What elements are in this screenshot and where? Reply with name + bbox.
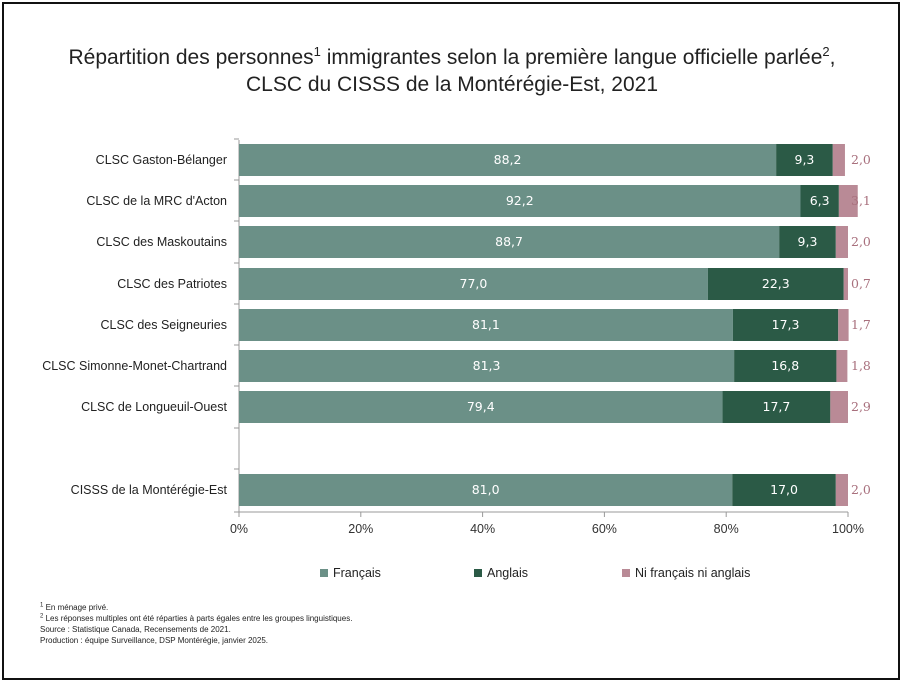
- bar-segment-francais: [239, 474, 733, 506]
- data-label: 3,1: [851, 193, 871, 208]
- bar-segment-anglais: [722, 391, 831, 423]
- category-label: CLSC Simonne-Monet-Chartrand: [42, 359, 227, 373]
- data-label: 1,7: [851, 317, 871, 332]
- data-label: 92,2: [506, 193, 534, 208]
- category-label: CLSC des Seigneuries: [101, 318, 227, 332]
- bar-segment-anglais: [734, 350, 837, 382]
- source-note: Source : Statistique Canada, Recensement…: [40, 625, 231, 634]
- legend-label-francais: Français: [333, 566, 381, 580]
- bar-segment-francais: [239, 350, 735, 382]
- bar-segment-francais: [239, 391, 723, 423]
- bar-segment-ni: [836, 350, 848, 382]
- x-tick-label: 40%: [470, 522, 495, 536]
- data-label: 2,0: [851, 152, 871, 167]
- legend-swatch-anglais: [474, 569, 482, 577]
- x-tick-label: 80%: [714, 522, 739, 536]
- data-label: 6,3: [810, 193, 830, 208]
- data-label: 1,8: [851, 358, 871, 373]
- legend-swatch-ni: [622, 569, 630, 577]
- data-label: 81,0: [472, 482, 500, 497]
- bar-segment-ni: [835, 226, 848, 258]
- data-label: 88,2: [494, 152, 522, 167]
- data-label: 2,0: [851, 234, 871, 249]
- footnote-2: 2 Les réponses multiples ont été réparti…: [40, 613, 353, 623]
- data-label: 88,7: [495, 234, 523, 249]
- x-tick-label: 20%: [348, 522, 373, 536]
- production-note: Production : équipe Surveillance, DSP Mo…: [40, 636, 268, 645]
- footnotes: 1 En ménage privé. 2 Les réponses multip…: [40, 602, 352, 646]
- bar-segment-francais: [239, 309, 733, 341]
- data-label: 9,3: [798, 234, 818, 249]
- title-line-1: Répartition des personnes1 immigrantes s…: [68, 44, 836, 69]
- data-label: 22,3: [762, 276, 790, 291]
- bar-segment-ni: [832, 144, 845, 176]
- chart-title: Répartition des personnes1 immigrantes s…: [0, 44, 904, 98]
- title-line-2: CLSC du CISSS de la Montérégie-Est, 2021: [245, 73, 659, 96]
- bar-segment-francais: [239, 185, 801, 217]
- bar-segment-anglais: [776, 144, 833, 176]
- bar-segment-anglais: [707, 268, 844, 300]
- bar-segment-ni: [838, 185, 858, 217]
- bar-segment-ni: [835, 474, 848, 506]
- category-label: CLSC des Maskoutains: [96, 235, 227, 249]
- bar-segment-francais: [239, 226, 780, 258]
- data-label: 81,3: [473, 358, 501, 373]
- bar-segment-anglais: [800, 185, 839, 217]
- legend-item-ni: Ni français ni anglais: [622, 566, 750, 580]
- data-label: 9,3: [795, 152, 815, 167]
- bar-segment-francais: [239, 268, 708, 300]
- bar-segment-anglais: [779, 226, 836, 258]
- bar-segment-anglais: [732, 474, 836, 506]
- data-label: 17,7: [763, 399, 791, 414]
- data-label: 17,0: [770, 482, 798, 497]
- category-label: CLSC des Patriotes: [117, 277, 227, 291]
- category-label: CLSC Gaston-Bélanger: [96, 153, 227, 167]
- data-label: 77,0: [460, 276, 488, 291]
- data-label: 79,4: [467, 399, 495, 414]
- bar-segment-ni: [830, 391, 848, 423]
- legend-swatch-francais: [320, 569, 328, 577]
- category-label: CISSS de la Montérégie-Est: [71, 483, 228, 497]
- bar-segment-ni: [843, 268, 848, 300]
- data-label: 17,3: [772, 317, 800, 332]
- bar-segment-francais: [239, 144, 777, 176]
- x-tick-label: 100%: [832, 522, 864, 536]
- bar-segment-anglais: [732, 309, 839, 341]
- category-label: CLSC de Longueuil-Ouest: [81, 400, 227, 414]
- x-tick-label: 0%: [230, 522, 248, 536]
- data-label: 2,0: [851, 482, 871, 497]
- footnote-1: 1 En ménage privé.: [40, 602, 109, 612]
- legend-label-anglais: Anglais: [487, 566, 528, 580]
- bar-segment-ni: [838, 309, 849, 341]
- data-label: 16,8: [771, 358, 799, 373]
- legend-item-anglais: Anglais: [474, 566, 528, 580]
- x-tick-label: 60%: [592, 522, 617, 536]
- legend-item-francais: Français: [320, 566, 381, 580]
- legend-label-ni: Ni français ni anglais: [635, 566, 751, 580]
- data-label: 81,1: [472, 317, 500, 332]
- data-label: 0,7: [851, 276, 871, 291]
- data-label: 2,9: [851, 399, 871, 414]
- category-label: CLSC de la MRC d'Acton: [86, 194, 227, 208]
